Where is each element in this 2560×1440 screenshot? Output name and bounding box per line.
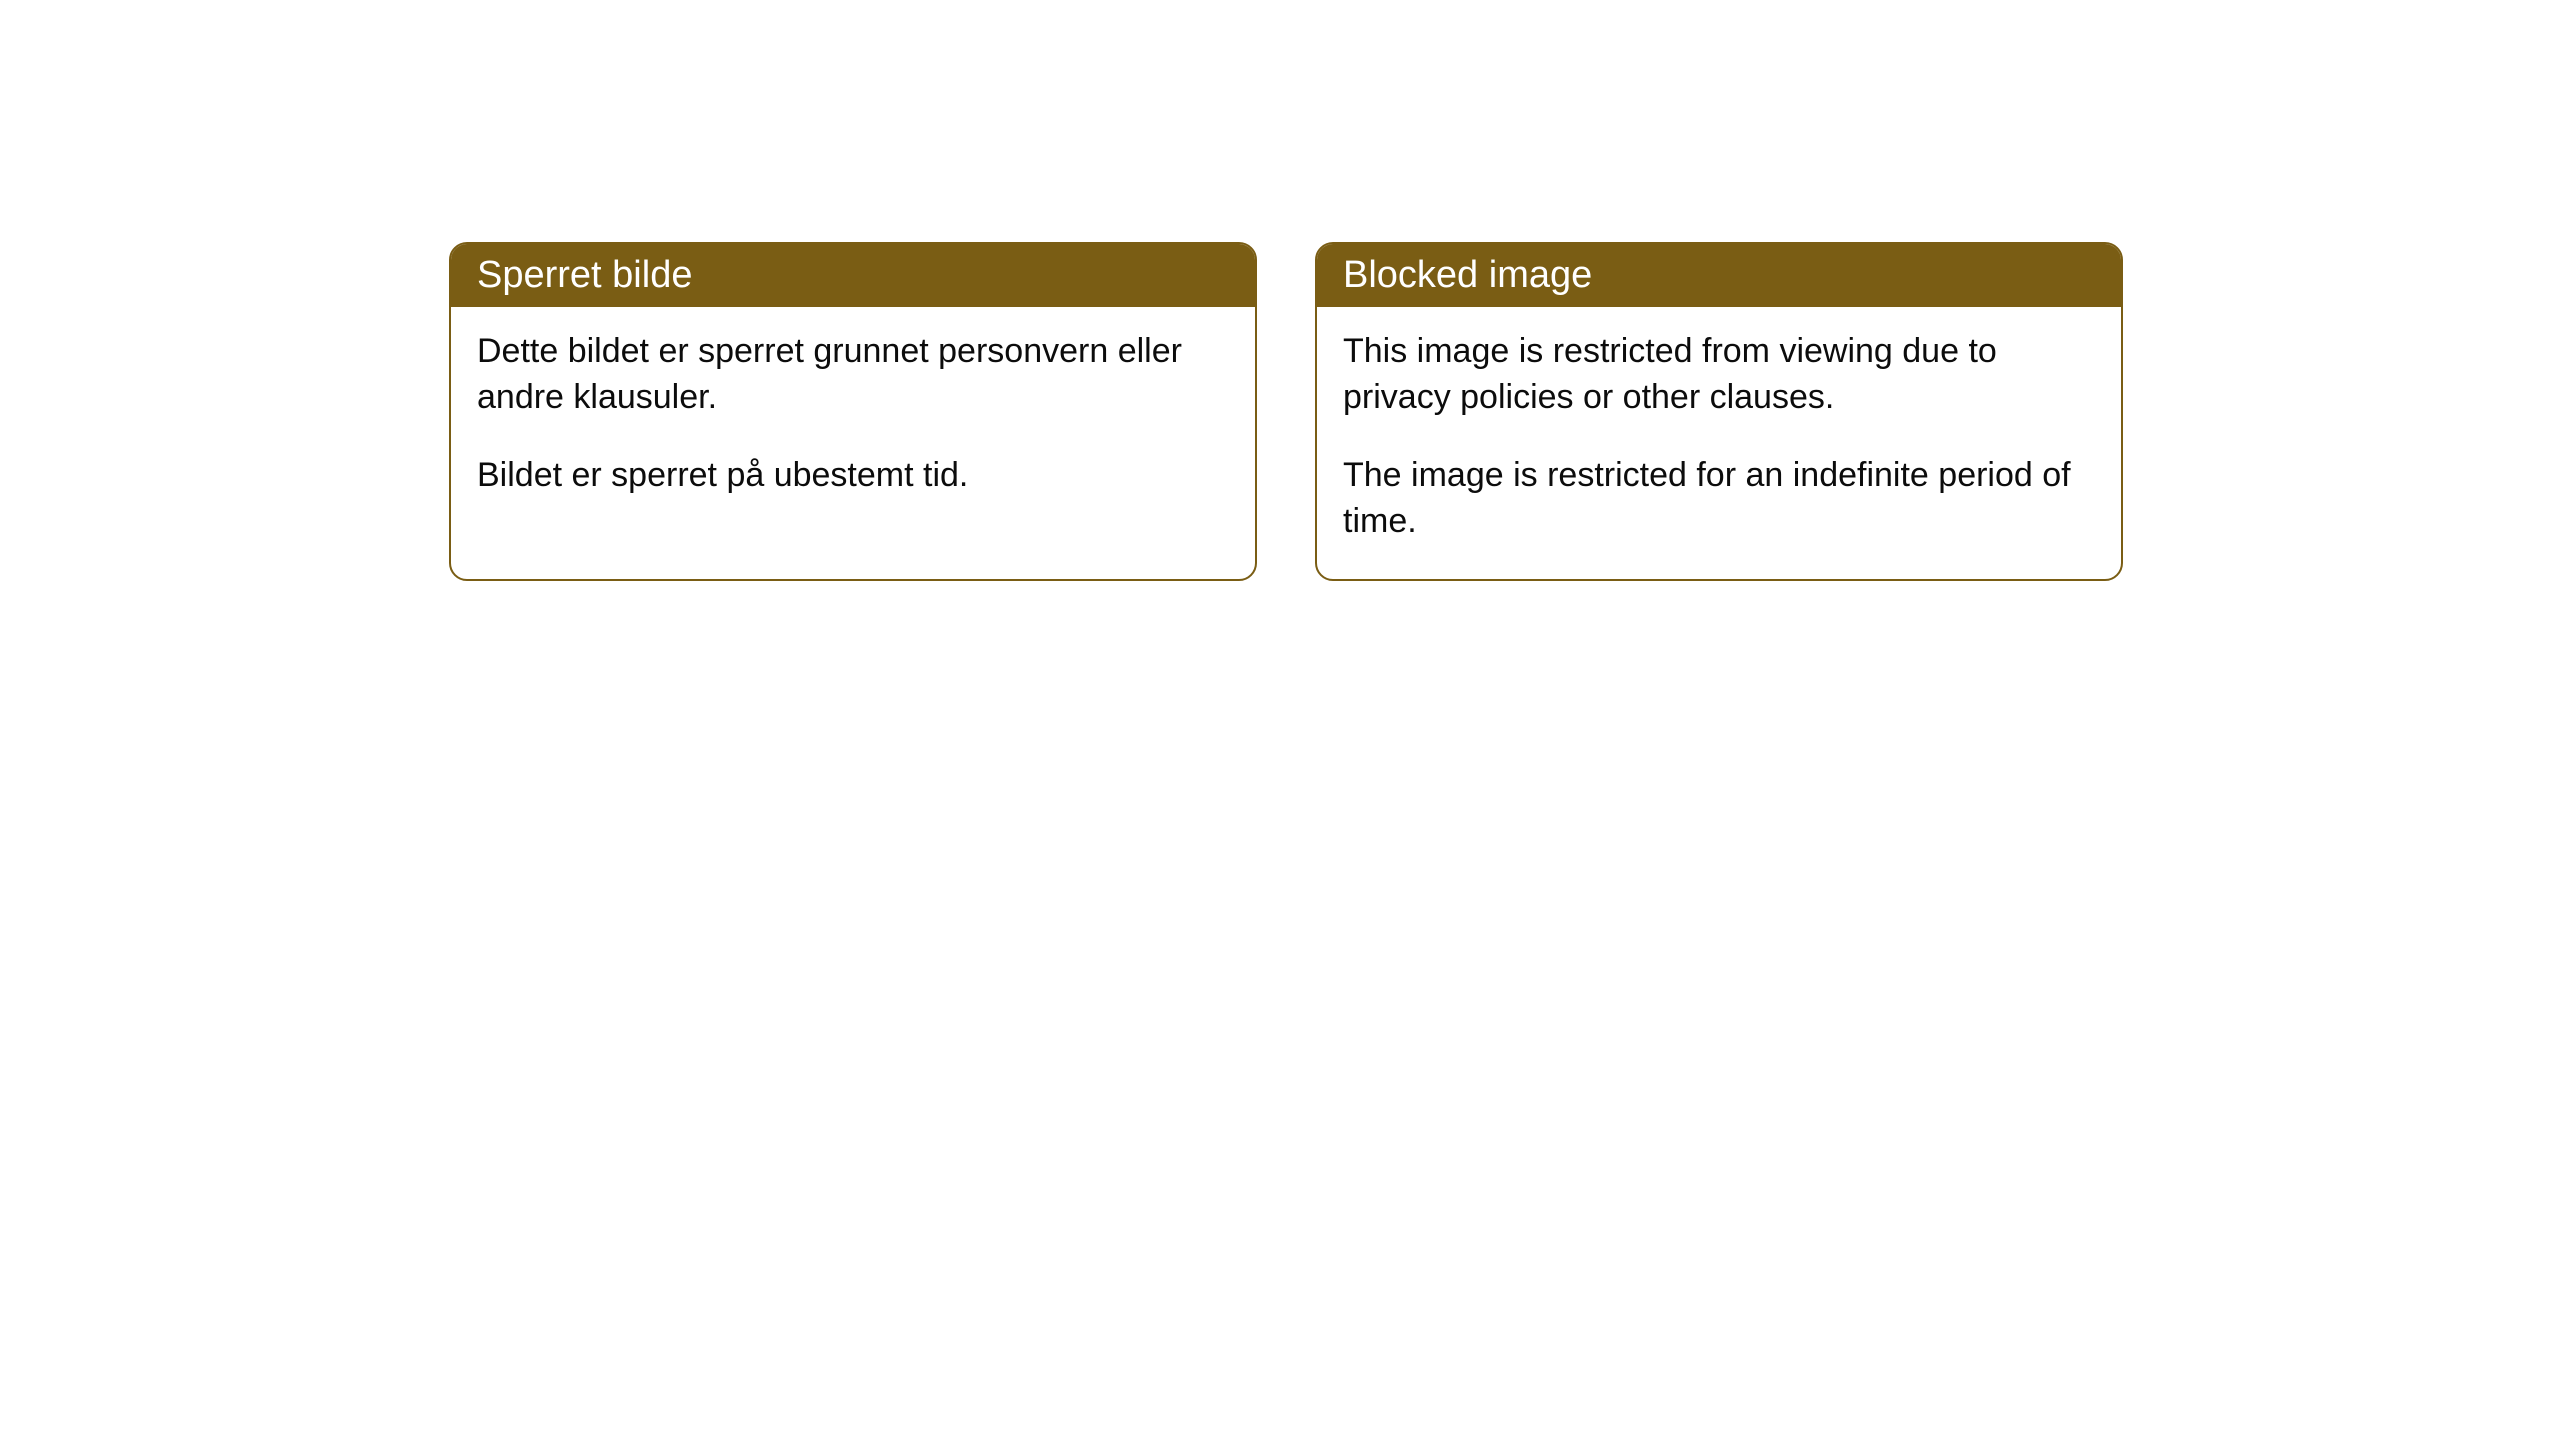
- blocked-image-card-en: Blocked image This image is restricted f…: [1315, 242, 2123, 581]
- card-para2-no: Bildet er sperret på ubestemt tid.: [477, 453, 1229, 499]
- card-body-no: Dette bildet er sperret grunnet personve…: [451, 307, 1255, 533]
- card-header-no: Sperret bilde: [451, 244, 1255, 307]
- notice-cards-container: Sperret bilde Dette bildet er sperret gr…: [449, 242, 2123, 581]
- card-body-en: This image is restricted from viewing du…: [1317, 307, 2121, 579]
- card-header-en: Blocked image: [1317, 244, 2121, 307]
- blocked-image-card-no: Sperret bilde Dette bildet er sperret gr…: [449, 242, 1257, 581]
- card-para1-no: Dette bildet er sperret grunnet personve…: [477, 329, 1229, 421]
- card-para1-en: This image is restricted from viewing du…: [1343, 329, 2095, 421]
- card-para2-en: The image is restricted for an indefinit…: [1343, 453, 2095, 545]
- card-title-no: Sperret bilde: [477, 254, 692, 296]
- card-title-en: Blocked image: [1343, 254, 1592, 296]
